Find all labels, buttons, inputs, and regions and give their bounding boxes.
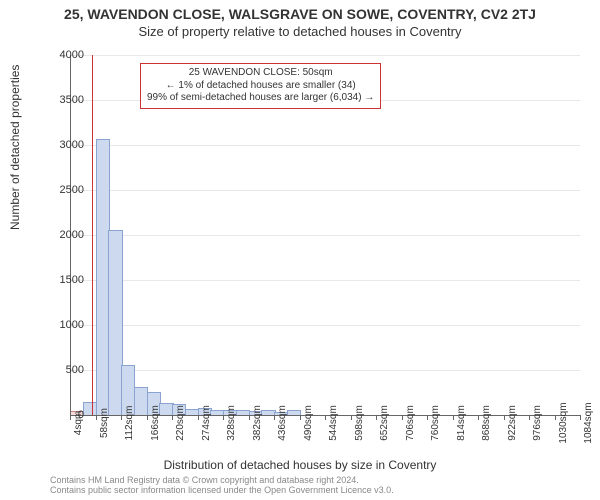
annotation-box: 25 WAVENDON CLOSE: 50sqm ← 1% of detache… [140,63,381,109]
x-tick [453,415,454,420]
gridline [70,190,580,191]
chart-title-block: 25, WAVENDON CLOSE, WALSGRAVE ON SOWE, C… [0,0,600,39]
x-tick-label: 922sqm [507,405,518,441]
x-tick-label: 166sqm [150,405,161,441]
title-line2: Size of property relative to detached ho… [0,24,600,39]
footer-line2: Contains public sector information licen… [50,486,394,496]
x-tick [223,415,224,420]
x-tick-label: 328sqm [226,405,237,441]
x-tick [274,415,275,420]
footer-attribution: Contains HM Land Registry data © Crown c… [50,476,394,496]
gridline [70,55,580,56]
x-tick-label: 976sqm [532,405,543,441]
x-tick [555,415,556,420]
x-tick-label: 4sqm [73,411,84,435]
x-tick [580,415,581,420]
x-tick-label: 652sqm [379,405,390,441]
x-tick-label: 382sqm [252,405,263,441]
x-tick-label: 544sqm [328,405,339,441]
x-tick [300,415,301,420]
y-tick-label: 3500 [44,94,84,106]
y-tick-label: 2500 [44,184,84,196]
gridline [70,280,580,281]
x-tick-label: 274sqm [201,405,212,441]
x-tick [147,415,148,420]
annotation-line3: 99% of semi-detached houses are larger (… [147,92,374,105]
y-tick-label: 4000 [44,49,84,61]
x-tick [478,415,479,420]
x-tick [504,415,505,420]
y-tick-label: 3000 [44,139,84,151]
x-tick-label: 58sqm [99,408,110,438]
x-tick [427,415,428,420]
y-tick-label: 1000 [44,319,84,331]
x-tick [325,415,326,420]
x-tick [376,415,377,420]
x-tick [402,415,403,420]
x-tick-label: 112sqm [124,406,135,441]
x-tick [121,415,122,420]
x-tick-label: 598sqm [354,405,365,441]
x-tick-label: 1084sqm [583,402,594,443]
title-line1: 25, WAVENDON CLOSE, WALSGRAVE ON SOWE, C… [0,6,600,22]
x-tick-label: 490sqm [303,405,314,441]
annotation-line2: ← 1% of detached houses are smaller (34) [147,80,374,93]
chart-plot-area: 25 WAVENDON CLOSE: 50sqm ← 1% of detache… [70,55,580,415]
gridline [70,370,580,371]
x-tick-label: 868sqm [481,405,492,441]
x-tick-label: 1030sqm [558,402,569,443]
x-tick-label: 814sqm [456,405,467,441]
x-tick [96,415,97,420]
y-axis-label: Number of detached properties [8,65,22,230]
marker-line [92,55,93,415]
x-tick-label: 760sqm [430,405,441,441]
x-axis-label: Distribution of detached houses by size … [0,458,600,472]
x-tick [249,415,250,420]
x-tick-label: 706sqm [405,405,416,441]
x-tick [351,415,352,420]
y-tick-label: 1500 [44,274,84,286]
y-tick-label: 2000 [44,229,84,241]
gridline [70,145,580,146]
annotation-line1: 25 WAVENDON CLOSE: 50sqm [147,67,374,80]
x-tick-label: 220sqm [175,405,186,441]
x-tick-label: 436sqm [277,405,288,441]
x-tick [172,415,173,420]
plot-region [70,55,580,415]
x-tick [529,415,530,420]
y-tick-label: 500 [44,364,84,376]
gridline [70,325,580,326]
x-tick [198,415,199,420]
gridline [70,235,580,236]
